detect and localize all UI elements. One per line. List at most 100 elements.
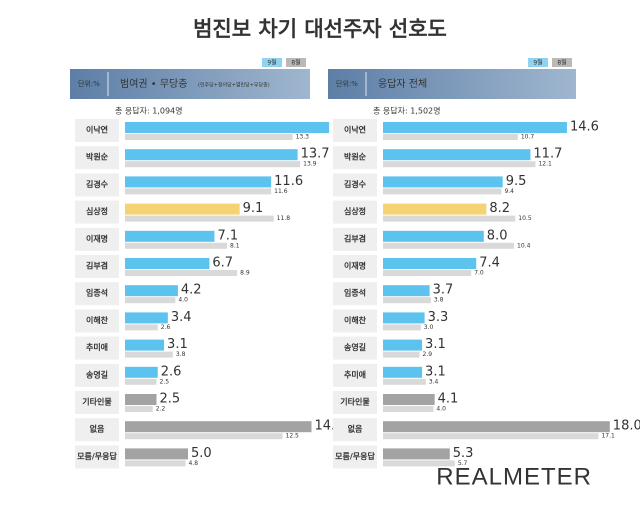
page-title: 범진보 차기 대선주자 선호도 — [193, 17, 447, 41]
category-box — [333, 391, 377, 414]
bar-current — [383, 285, 430, 297]
category-label: 박원순 — [86, 152, 109, 162]
category-box — [75, 418, 119, 442]
bar-previous — [383, 297, 431, 304]
value-label-previous: 13.9 — [303, 161, 317, 168]
value-label-current: 3.4 — [171, 310, 192, 325]
category-box — [333, 336, 377, 360]
value-label-current: 5.3 — [453, 446, 474, 461]
value-label-previous: 4.0 — [178, 297, 188, 304]
value-label-previous: 4.8 — [188, 460, 198, 467]
bar-current — [383, 448, 450, 460]
category-box — [75, 119, 119, 142]
value-label-current: 3.1 — [425, 364, 446, 379]
bar-current — [125, 122, 330, 133]
value-label-previous: 8.9 — [240, 270, 250, 277]
category-box — [333, 119, 377, 142]
bar-previous — [125, 406, 153, 412]
value-label-previous: 5.7 — [458, 460, 468, 467]
category-box — [75, 445, 119, 469]
bar-current — [125, 448, 188, 460]
bar-current — [383, 366, 423, 378]
bar-previous — [383, 215, 516, 222]
value-label-previous: 10.5 — [518, 215, 532, 222]
bar-current — [383, 203, 487, 215]
value-label-current: 7.4 — [479, 256, 500, 271]
bar-current — [125, 203, 240, 215]
value-label-current: 2.5 — [160, 392, 181, 407]
sample-note: 총 응답자: 1,502명 — [373, 106, 440, 116]
category-label: 심상정 — [86, 206, 108, 216]
bar-previous — [383, 324, 421, 331]
value-label-current: 9.5 — [506, 174, 527, 189]
category-label: 모름/무응답 — [335, 451, 375, 461]
value-label-previous: 8.1 — [230, 242, 240, 249]
bar-current — [125, 312, 168, 324]
bar-current — [125, 285, 178, 297]
value-label-current: 13.7 — [301, 147, 330, 162]
value-label-current: 3.1 — [425, 337, 446, 352]
category-box — [333, 363, 377, 387]
panel-header — [328, 69, 576, 99]
category-box — [333, 146, 377, 170]
bar-previous — [383, 270, 472, 276]
value-label-previous: 2.5 — [160, 378, 170, 385]
legend-label: 8월 — [291, 59, 300, 67]
category-label: 추미애 — [344, 369, 366, 379]
bar-current — [125, 366, 158, 378]
bar-current — [383, 230, 484, 242]
category-label: 김경수 — [86, 179, 109, 189]
bar-previous — [383, 242, 515, 249]
legend-label: 9월 — [533, 59, 542, 67]
category-box — [333, 200, 377, 224]
value-label-current: 3.7 — [433, 283, 454, 298]
category-label: 김부겸 — [344, 233, 366, 243]
value-label-current: 11.6 — [274, 174, 303, 189]
value-label-current: 5.0 — [191, 446, 212, 461]
category-label: 이낙연 — [86, 125, 108, 135]
category-label: 김부겸 — [86, 261, 108, 271]
category-label: 모름/무응답 — [77, 451, 117, 461]
bar-current — [383, 339, 423, 351]
value-label-current: 7.1 — [217, 228, 238, 243]
bar-current — [383, 421, 610, 433]
bar-current — [125, 258, 210, 269]
value-label-current: 8.2 — [489, 201, 510, 216]
legend-label: 8월 — [557, 59, 566, 67]
value-label-current: 9.1 — [243, 201, 264, 216]
category-box — [75, 173, 119, 197]
bar-current — [383, 312, 425, 324]
bar-previous — [125, 297, 176, 304]
category-label: 박원순 — [344, 152, 367, 162]
legend-swatch — [528, 58, 548, 67]
value-label-previous: 9.4 — [504, 188, 514, 195]
bar-current — [125, 149, 298, 161]
category-box — [75, 391, 119, 414]
bar-current — [125, 230, 215, 242]
category-label: 송영길 — [344, 342, 366, 352]
category-box — [333, 445, 377, 469]
category-box — [333, 282, 377, 306]
bar-previous — [125, 460, 186, 467]
bar-previous — [125, 433, 283, 440]
category-label: 임종석 — [344, 288, 366, 298]
value-label-current: 4.2 — [181, 283, 202, 298]
category-box — [333, 173, 377, 197]
value-label-previous: 4.0 — [436, 406, 446, 413]
bar-current — [125, 394, 157, 405]
bar-previous — [125, 324, 158, 331]
value-label-current: 18.0 — [613, 419, 640, 434]
category-label: 이낙연 — [344, 125, 366, 135]
value-label-previous: 2.6 — [161, 324, 171, 331]
category-box — [75, 309, 119, 333]
value-label-previous: 10.7 — [521, 134, 535, 141]
value-label-current: 3.3 — [428, 310, 449, 325]
category-box — [333, 255, 377, 278]
category-box — [333, 418, 377, 442]
panel-title: 범여권 • 무당층 — [120, 78, 187, 90]
bar-previous — [383, 188, 502, 195]
value-label-current: 6.7 — [212, 256, 233, 271]
sample-note: 총 응답자: 1,094명 — [115, 106, 182, 116]
bar-current — [383, 176, 503, 188]
